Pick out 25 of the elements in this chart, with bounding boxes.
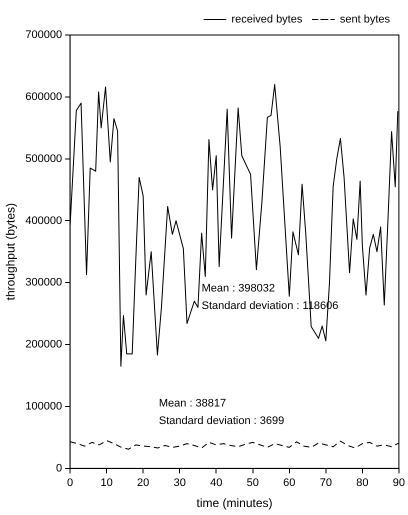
x-tick-label: 80: [356, 477, 368, 490]
x-tick-label: 30: [174, 477, 186, 490]
x-tick-label: 0: [67, 477, 74, 490]
y-tick-label: 500000: [25, 152, 62, 165]
x-tick-label: 20: [137, 477, 150, 490]
y-tick-label: 100000: [25, 400, 62, 413]
y-tick-label: 200000: [25, 338, 62, 351]
x-tick-label: 90: [392, 477, 406, 490]
annotation: Mean : 398032: [202, 282, 276, 295]
annotation: Standard deviation : 3699: [158, 414, 284, 427]
legend-label: sent bytes: [340, 14, 390, 26]
y-tick-label: 300000: [25, 276, 62, 289]
x-tick-label: 10: [100, 477, 113, 490]
y-axis-title: throughput (bytes): [4, 203, 18, 300]
y-tick-label: 700000: [25, 29, 62, 42]
x-tick-label: 50: [246, 477, 259, 490]
annotation: Mean : 38817: [158, 397, 226, 410]
legend-label: received bytes: [231, 14, 303, 26]
x-tick-label: 40: [210, 477, 222, 490]
x-tick-label: 60: [283, 477, 296, 490]
x-axis-title: time (minutes): [196, 496, 273, 510]
y-tick-label: 600000: [25, 90, 62, 103]
x-tick-label: 70: [320, 477, 332, 490]
y-tick-label: 400000: [25, 214, 62, 227]
y-tick-label: 0: [56, 462, 62, 474]
